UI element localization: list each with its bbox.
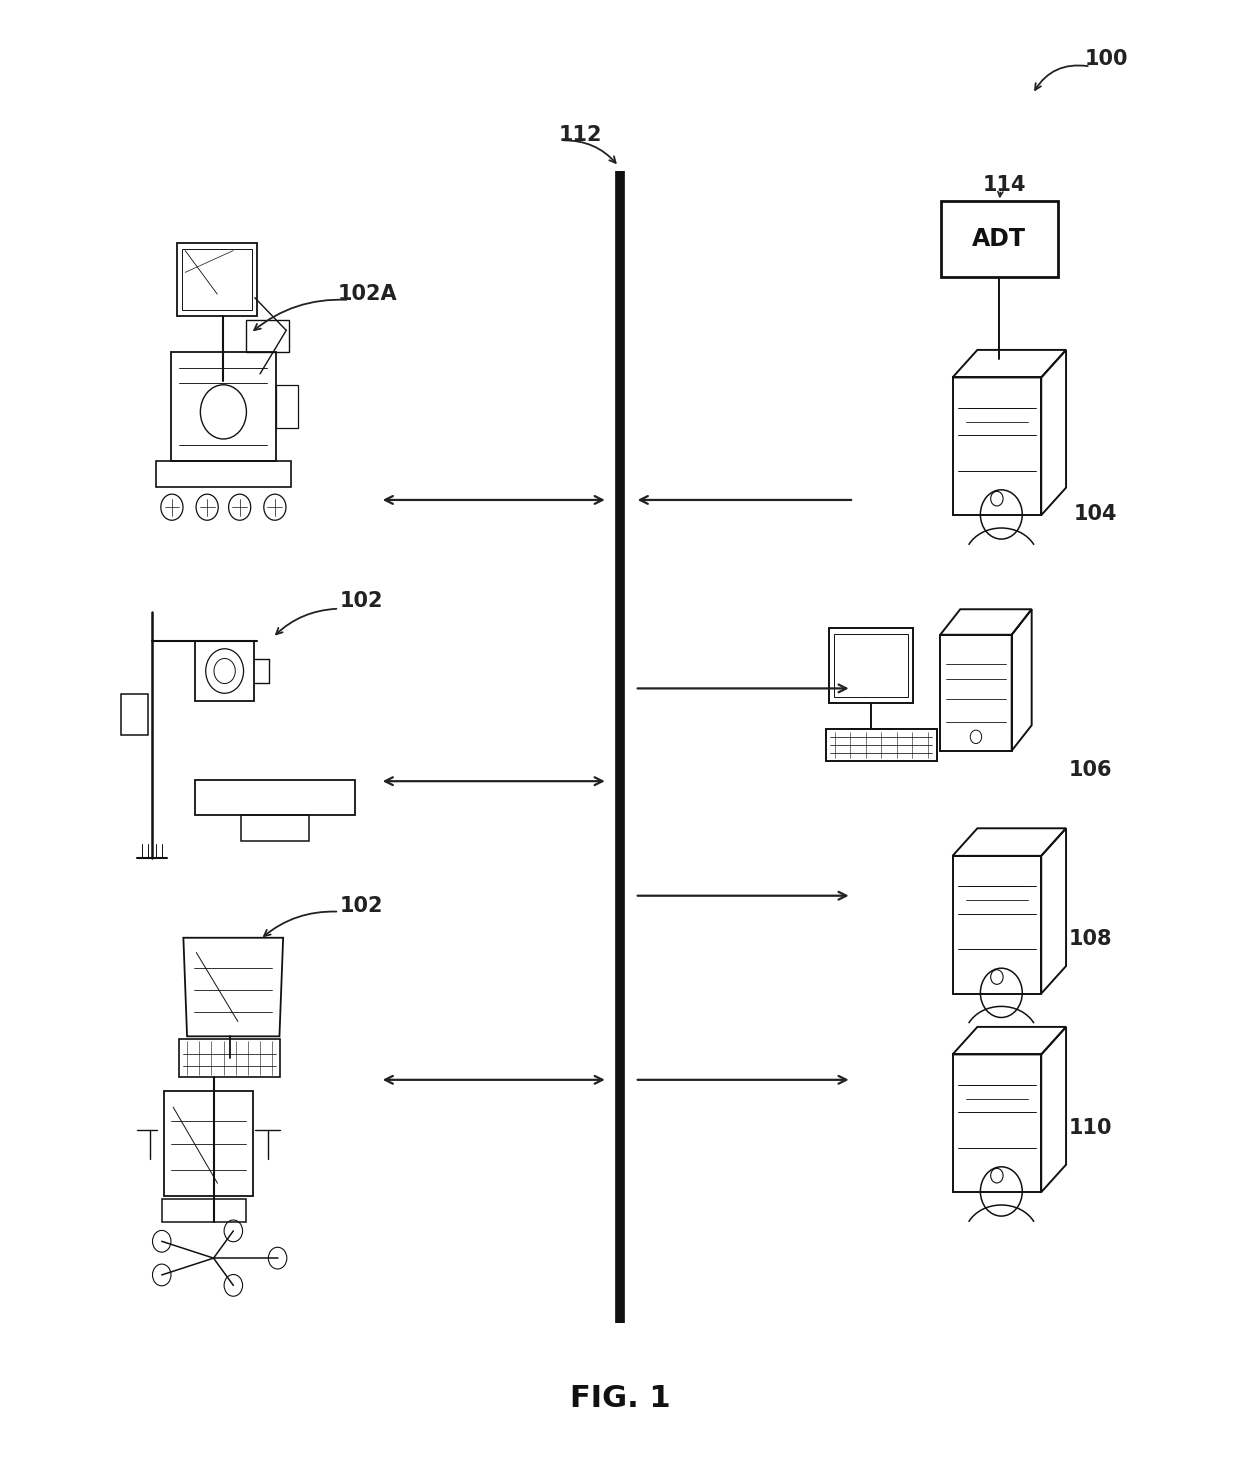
Text: 112: 112 <box>559 124 603 144</box>
Text: 102A: 102A <box>337 284 397 305</box>
Text: 102: 102 <box>340 895 383 916</box>
Text: 102: 102 <box>340 592 383 611</box>
Text: 104: 104 <box>1074 504 1117 525</box>
Text: FIG. 1: FIG. 1 <box>569 1384 671 1413</box>
Text: 114: 114 <box>982 175 1025 195</box>
Text: 106: 106 <box>1069 760 1112 780</box>
Text: ADT: ADT <box>972 227 1027 251</box>
Text: 110: 110 <box>1069 1118 1112 1137</box>
Text: 108: 108 <box>1069 929 1112 949</box>
Text: 100: 100 <box>1085 50 1128 69</box>
